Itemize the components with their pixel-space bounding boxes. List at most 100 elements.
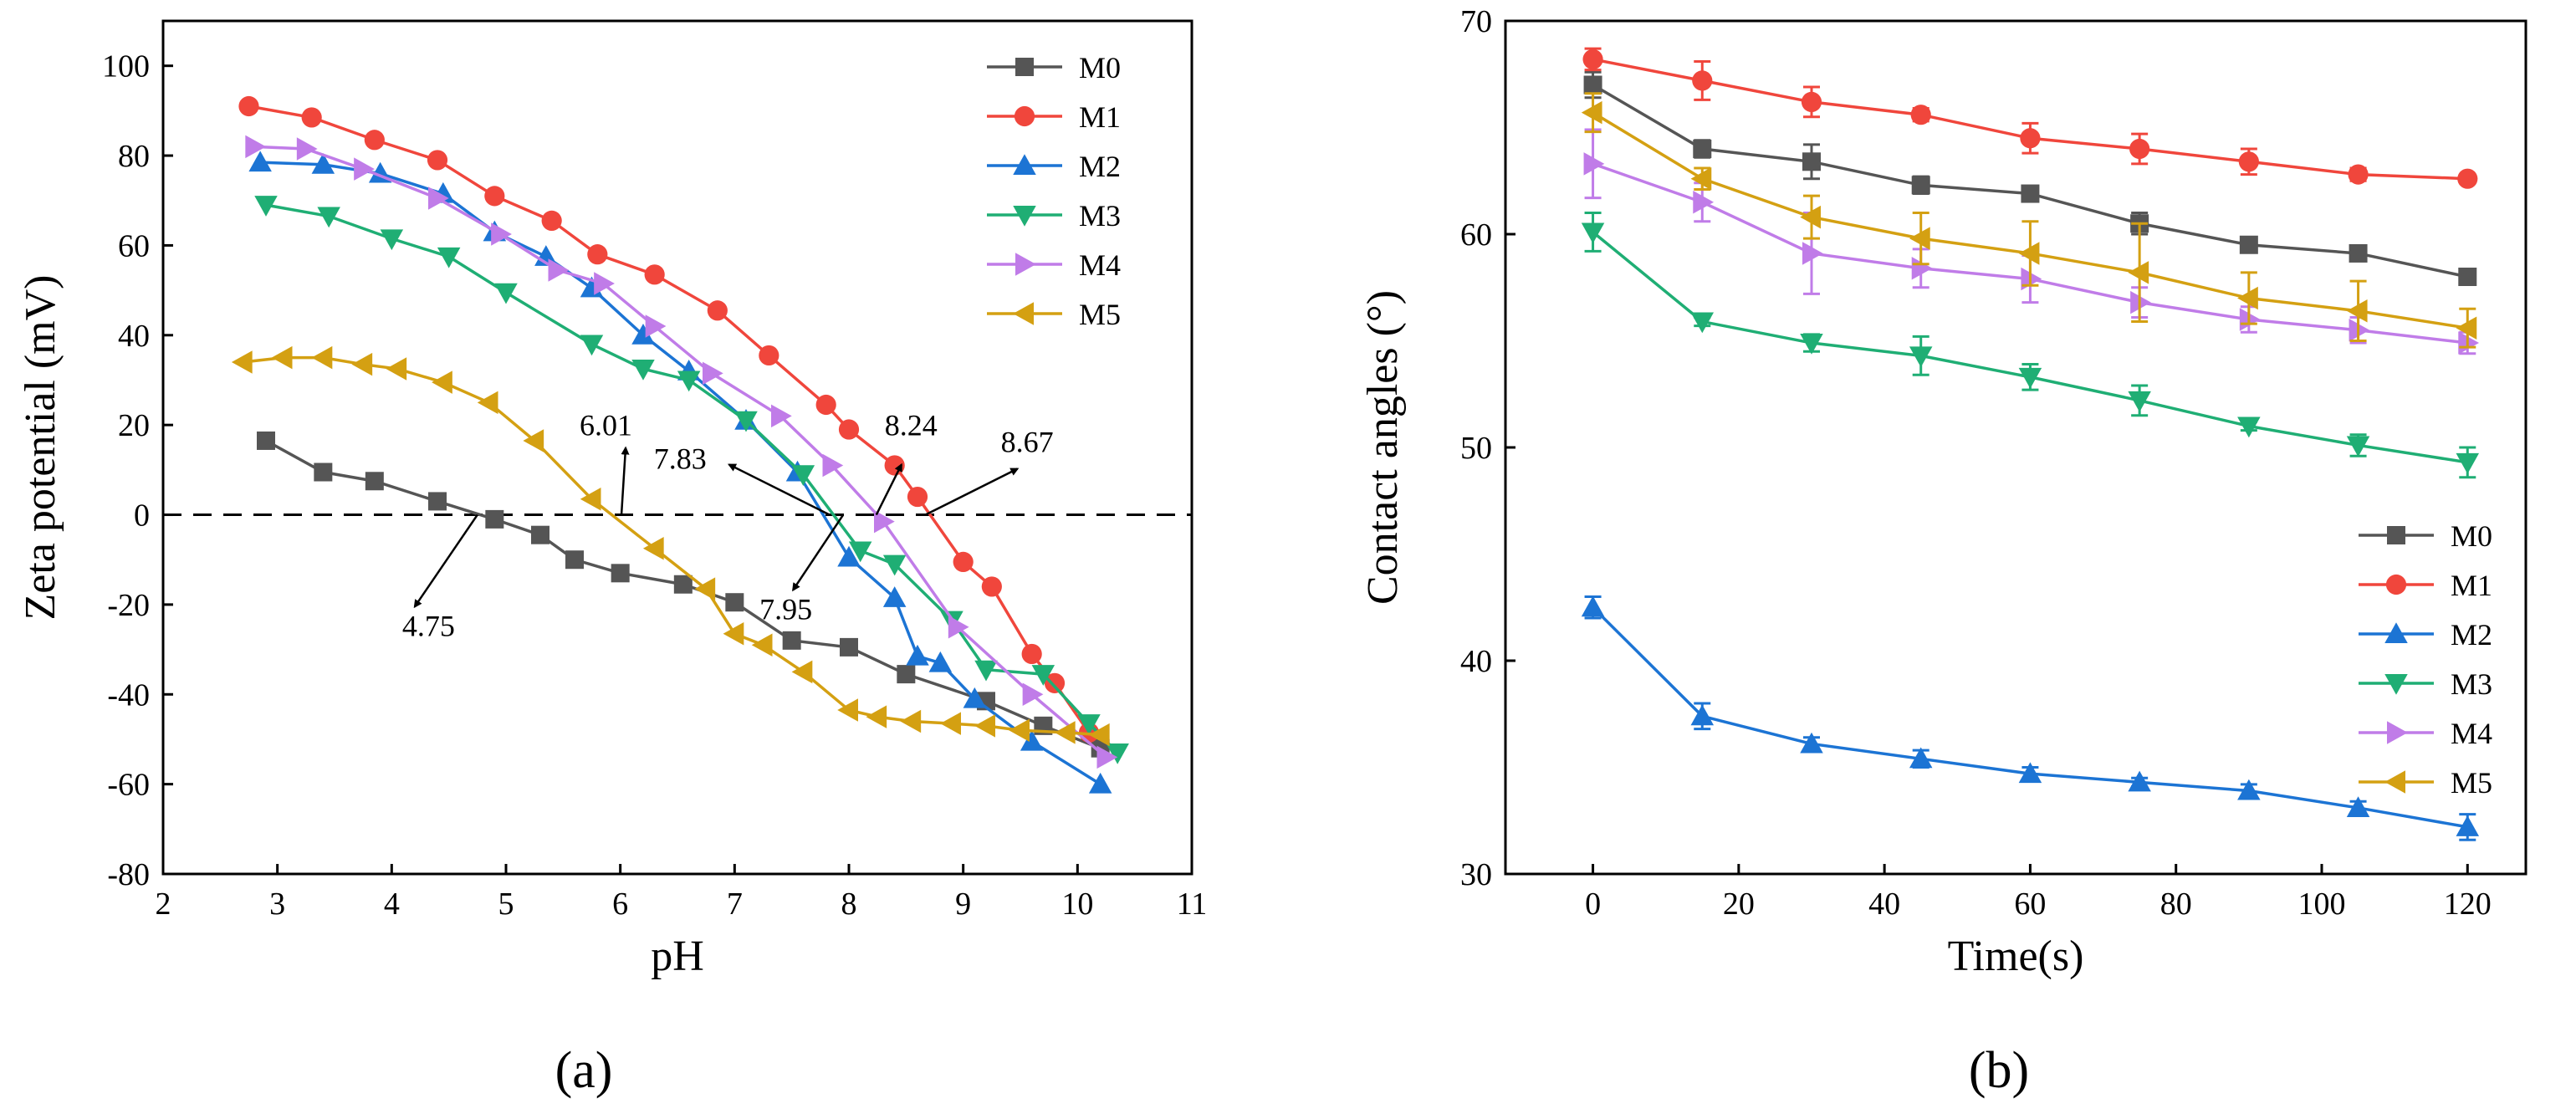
a-point-m5 [723,622,744,646]
b-point-m3 [2456,452,2480,474]
a-point-m1 [759,345,779,366]
a-y-tick-label: 80 [118,139,150,174]
a-point-m0 [428,492,447,511]
a-annotation-arrow [413,514,478,609]
a-point-m1 [587,244,608,265]
a-point-m0 [725,593,744,612]
a-legend-label-m1: M1 [1079,100,1121,134]
a-point-m5 [477,391,498,415]
b-x-tick-label: 60 [2014,887,2046,922]
a-point-m4 [354,157,375,181]
a-point-m3 [494,283,518,304]
a-point-m5 [580,487,601,511]
b-point-m4 [1911,257,1933,280]
b-point-m0 [2021,184,2040,203]
b-point-m1 [1910,105,1931,125]
a-point-m5 [432,370,452,394]
b-point-m3 [2346,436,2370,457]
b-point-m0 [1911,176,1930,195]
b-point-m2 [2346,796,2370,817]
a-annotation-label: 8.24 [885,409,938,442]
a-point-m1 [484,186,505,207]
a-legend-label-m2: M2 [1079,150,1121,183]
b-y-tick-label: 50 [1460,431,1492,466]
b-point-m1 [2348,164,2369,185]
a-point-m4 [948,615,969,639]
a-series-m3 [254,196,1129,764]
b-point-m0 [1693,140,1712,158]
a-y-tick-label: 20 [118,408,150,443]
b-point-m2 [2456,815,2480,836]
b-point-m4 [1693,191,1715,214]
a-point-m3 [254,196,278,217]
a-y-tick-label: -40 [107,677,150,713]
b-legend-label-m5: M5 [2451,766,2492,800]
b-point-m3 [2018,367,2042,389]
a-legend-marker-m0 [1015,58,1034,76]
a-x-tick-label: 6 [612,887,628,922]
b-y-axis-title: Contact angles (°) [1359,290,1407,605]
a-point-m1 [364,130,385,151]
b-series-m5 [1581,92,2477,349]
a-x-tick-label: 7 [727,887,743,922]
b-point-m1 [2020,128,2041,149]
b-x-tick-label: 0 [1585,887,1601,922]
a-legend-label-m5: M5 [1079,298,1121,331]
a-point-m2 [837,545,861,567]
a-point-m4 [1096,745,1118,769]
b-point-m2 [2128,770,2151,792]
a-point-m5 [791,660,813,684]
a-point-m3 [1106,743,1129,764]
b-x-tick-label: 20 [1723,887,1755,922]
a-point-m1 [907,486,928,508]
b-legend-marker-m5 [2384,770,2405,794]
a-point-m2 [1088,772,1112,794]
a-annotation-label: 7.95 [759,593,812,626]
a-point-m2 [882,586,907,607]
a-x-axis-title: pH [651,932,704,980]
a-point-m1 [1044,672,1066,693]
b-point-m3 [1800,334,1823,355]
b-point-m5 [2237,286,2258,310]
a-annotation-arrow [925,468,1020,516]
a-point-m0 [840,637,858,657]
a-point-m5 [1088,723,1110,747]
b-point-m2 [1581,595,1605,617]
a-point-m5 [866,705,887,728]
a-annotation-label: 6.01 [580,409,632,442]
a-annotation-arrow [727,463,831,516]
a-point-m1 [981,576,1002,597]
b-point-m2 [2237,779,2261,800]
b-point-m5 [2346,299,2368,323]
b-legend-label-m4: M4 [2451,717,2492,750]
b-point-m3 [1909,346,1933,368]
b-point-m0 [2349,243,2368,263]
a-x-tick-label: 4 [384,887,400,922]
b-x-tick-label: 40 [1868,887,1900,922]
a-y-tick-label: 60 [118,228,150,263]
b-point-m2 [1690,704,1715,726]
a-legend-label-m3: M3 [1079,199,1121,232]
a-point-m0 [673,575,693,594]
a-point-m5 [642,537,664,560]
a-legend-marker-m5 [1013,302,1034,325]
a-point-m5 [1054,721,1076,744]
a-y-tick-label: 40 [118,319,150,354]
a-point-m5 [940,712,961,735]
a-x-tick-label: 2 [156,887,171,922]
a-annotation-arrow [875,462,902,516]
b-point-m1 [2457,168,2478,189]
a-point-m3 [791,465,815,486]
a-point-m0 [365,472,384,491]
a-point-m0 [257,431,275,450]
a-y-tick-label: 0 [134,498,150,534]
a-legend-marker-m3 [1013,206,1036,227]
a-point-m4 [245,135,267,159]
a-annotation-label: 8.67 [1001,426,1054,459]
b-legend-marker-m2 [2384,622,2408,643]
b-point-m2 [1800,732,1823,754]
a-point-m4 [491,222,512,246]
b-series-m2 [1581,595,2480,841]
a-y-tick-label: -80 [107,857,150,892]
a-series-m5 [231,345,1110,747]
